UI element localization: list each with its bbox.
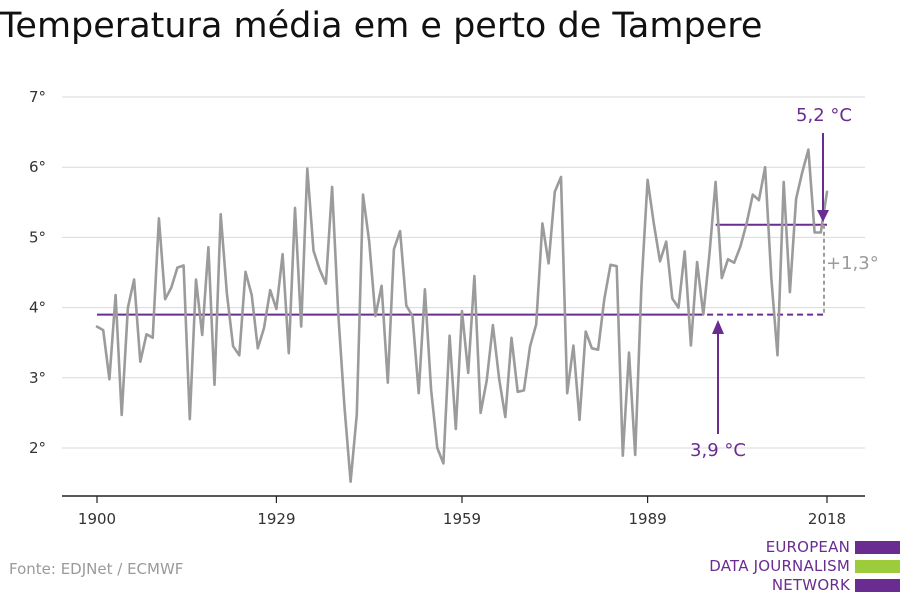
annotation-recent-value: 5,2 °C [796, 105, 852, 126]
logo-bar-purple-top [855, 541, 900, 554]
series-group [95, 148, 829, 484]
x-axis: 1900 1929 1959 1989 2018 [62, 495, 865, 528]
annotation-baseline-value: 3,9 °C [690, 440, 746, 461]
y-tick-label-3: 3° [29, 369, 46, 387]
y-axis-ticks: 2° 3° 4° 5° 6° 7° [29, 88, 46, 457]
logo-bar-green [855, 560, 900, 573]
y-tick-label-6: 6° [29, 158, 46, 176]
grid-lines [62, 96, 865, 449]
x-tick-label-2018: 2018 [808, 510, 846, 528]
annotation-recent-arrowhead [817, 210, 829, 222]
logo-line-data-journalism: DATA JOURNALISM [709, 557, 850, 575]
logo-bar-purple-bottom [855, 579, 900, 592]
annotations: 5,2 °C 3,9 °C +1,3° [690, 105, 879, 461]
logo-line-network: NETWORK [771, 576, 850, 594]
reference-lines [97, 223, 827, 316]
chart-title: Temperatura média em e perto de Tampere [0, 6, 763, 46]
annotation-baseline-arrowhead [712, 320, 724, 334]
x-tick-label-1959: 1959 [443, 510, 481, 528]
x-tick-label-1900: 1900 [78, 510, 116, 528]
y-tick-label-7: 7° [29, 88, 46, 106]
y-tick-label-5: 5° [29, 228, 46, 246]
x-tick-label-1989: 1989 [628, 510, 666, 528]
y-tick-label-4: 4° [29, 299, 46, 317]
source-note: Fonte: EDJNet / ECMWF [9, 560, 184, 578]
x-tick-label-1929: 1929 [257, 510, 295, 528]
logo-line-european: EUROPEAN [765, 538, 850, 556]
annotation-difference: +1,3° [826, 253, 879, 274]
edjnet-logo: EUROPEAN DATA JOURNALISM NETWORK [700, 538, 900, 594]
series-line-0 [95, 148, 829, 484]
y-tick-label-2: 2° [29, 439, 46, 457]
